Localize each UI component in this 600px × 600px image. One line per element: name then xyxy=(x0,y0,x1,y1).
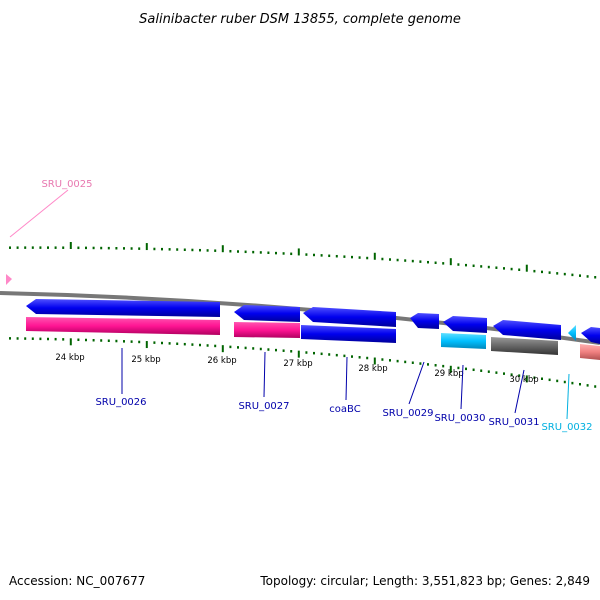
gene-label-sru-0031[interactable]: SRU_0031 xyxy=(488,417,539,428)
gene-sru-0029-forward-arrow[interactable] xyxy=(410,313,439,329)
gene-sru-0027-reverse-block[interactable] xyxy=(234,322,300,338)
map-title: Salinibacter ruber DSM 13855, complete g… xyxy=(139,12,461,27)
label-leader-sru-0025 xyxy=(9,189,69,238)
gene-label-sru-0032[interactable]: SRU_0032 xyxy=(541,422,592,433)
label-leader-sru-0032 xyxy=(566,373,570,420)
label-leader-coabc xyxy=(345,356,348,401)
gene-coabc-reverse-block[interactable] xyxy=(301,325,396,343)
label-leader-sru-0029 xyxy=(408,361,425,405)
gene-sru-0032-forward-arrow[interactable] xyxy=(568,325,576,341)
gene-sru-0031-forward-arrow[interactable] xyxy=(493,320,561,340)
gene-sru-0031-reverse-block[interactable] xyxy=(491,337,558,355)
gene-label-coabc[interactable]: coaBC xyxy=(329,404,360,415)
scale-label-24kbp: 24 kbp xyxy=(55,353,84,363)
label-leader-sru-0031 xyxy=(514,369,525,414)
gene-sru-0026-forward-arrow[interactable] xyxy=(26,299,220,317)
gene-label-sru-0027[interactable]: SRU_0027 xyxy=(238,401,289,412)
gene-next-reverse-block[interactable] xyxy=(580,344,600,360)
gene-sru-0030-forward-arrow[interactable] xyxy=(443,316,487,333)
gene-label-sru-0025[interactable]: SRU_0025 xyxy=(41,179,92,190)
gene-label-sru-0026[interactable]: SRU_0026 xyxy=(95,397,146,408)
gene-next-forward-arrow[interactable] xyxy=(581,327,600,344)
scale-label-25kbp: 25 kbp xyxy=(131,355,160,365)
scale-label-30kbp: 30 kbp xyxy=(509,375,538,385)
scale-label-28kbp: 28 kbp xyxy=(358,364,387,374)
accession-text: Accession: NC_007677 xyxy=(9,574,145,588)
inner-tick-ring xyxy=(9,337,597,388)
gene-sru-0027-forward-arrow[interactable] xyxy=(234,305,300,322)
genome-summary-text: Topology: circular; Length: 3,551,823 bp… xyxy=(259,574,590,588)
gene-label-sru-0030[interactable]: SRU_0030 xyxy=(434,413,485,424)
gene-sru-0026-reverse-block[interactable] xyxy=(26,317,220,335)
scale-label-27kbp: 27 kbp xyxy=(283,359,312,369)
gene-sru-0030-reverse-block[interactable] xyxy=(441,333,486,349)
gene-coabc-forward-arrow[interactable] xyxy=(303,307,396,327)
gene-label-sru-0029[interactable]: SRU_0029 xyxy=(382,408,433,419)
label-leader-sru-0027 xyxy=(263,351,266,398)
scale-label-26kbp: 26 kbp xyxy=(207,356,236,366)
label-leader-sru-0030 xyxy=(460,364,464,410)
gene-sru-0025-arrow[interactable] xyxy=(6,274,12,285)
outer-tick-ring xyxy=(9,242,597,279)
scale-label-29kbp: 29 kbp xyxy=(434,369,463,379)
